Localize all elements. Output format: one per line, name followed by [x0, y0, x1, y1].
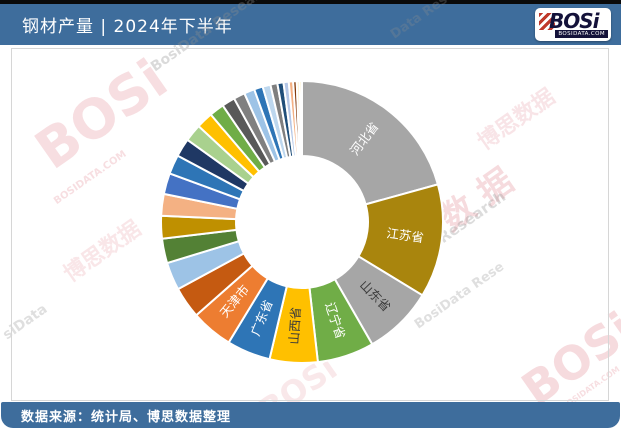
header-bar: 钢材产量 | 2024年下半年 BOSi BOSIDATA.COM — [0, 4, 621, 45]
footer-bar: 数据来源：统计局、博思数据整理 — [1, 402, 620, 428]
slice-label-4: 山西省 — [286, 307, 303, 345]
donut-slice-0 — [301, 80, 439, 206]
slice-label-1: 江苏省 — [386, 225, 425, 245]
donut-slice-29 — [298, 80, 303, 158]
bosi-logo: BOSi BOSIDATA.COM — [535, 8, 611, 41]
page-title: 钢材产量 | 2024年下半年 — [22, 17, 233, 37]
top-accent-bar — [0, 0, 621, 4]
data-source-label: 数据来源：统计局、博思数据整理 — [21, 409, 232, 425]
logo-domain-label: BOSIDATA.COM — [555, 30, 608, 38]
logo-stripes-icon — [539, 13, 555, 30]
logo-wordmark: BOSi — [549, 9, 600, 33]
